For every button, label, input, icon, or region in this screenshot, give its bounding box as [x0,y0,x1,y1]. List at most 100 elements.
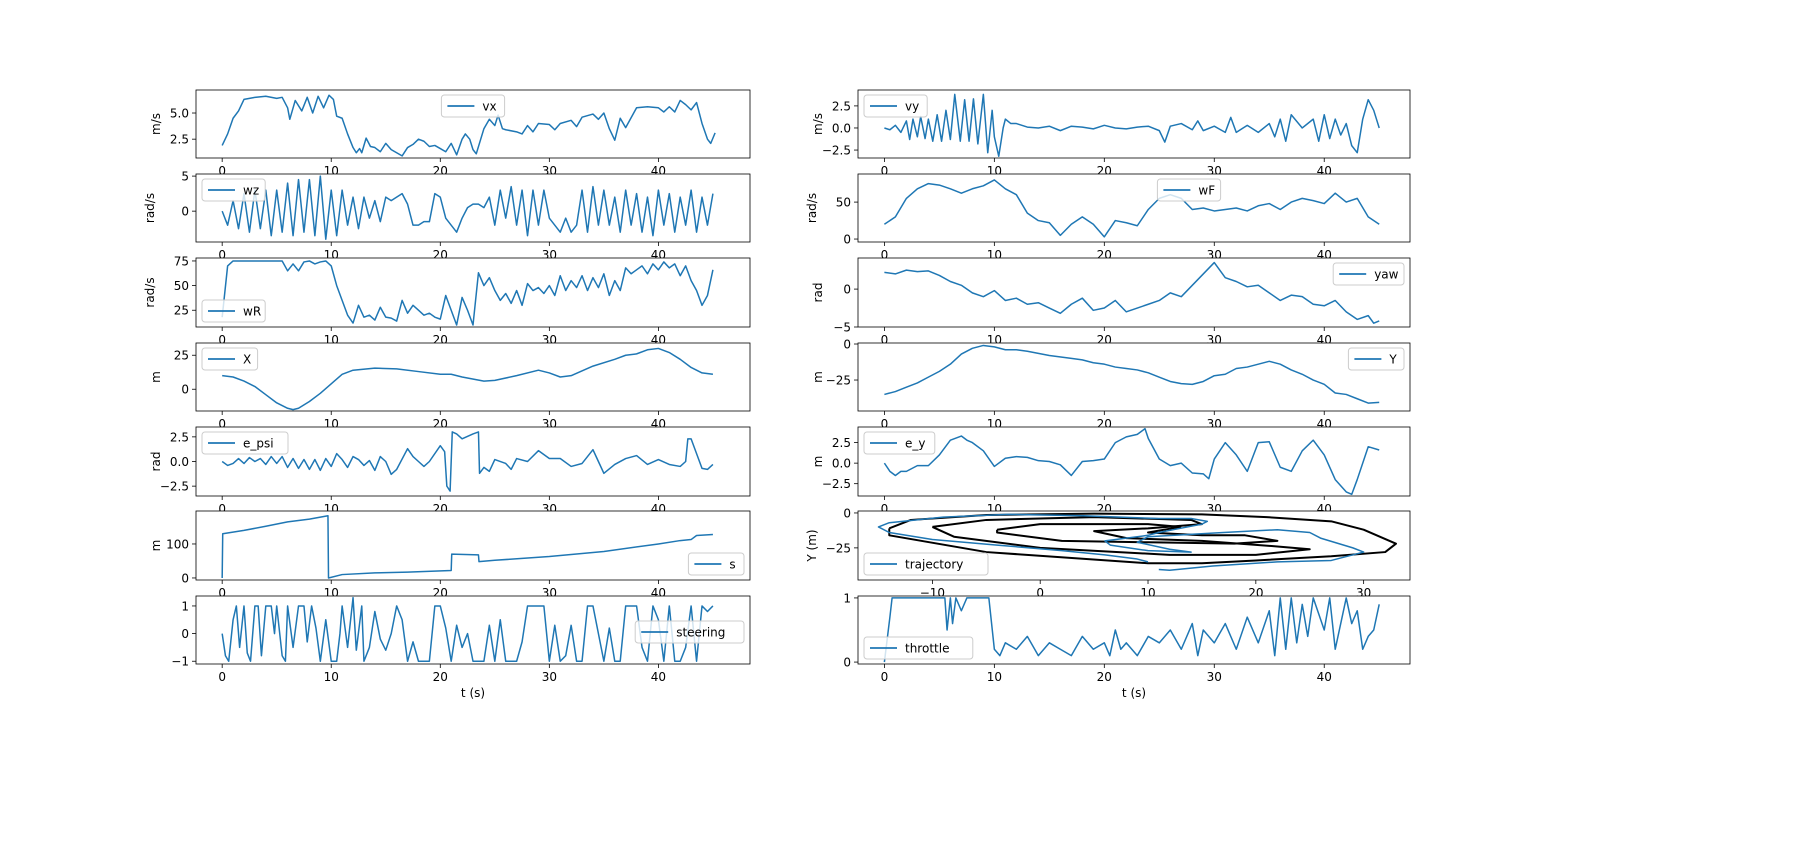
y-tick-label: 1 [843,591,851,605]
x-tick-label: 0 [218,586,226,600]
y-tick-label: 0 [843,656,851,670]
axes-vy: 0 10 20 30 40−2.50.02.5m/svy [811,89,1411,178]
legend-vx: vx [440,94,506,118]
series-line-yaw [884,261,1380,324]
legend-label: e_psi [243,437,274,451]
legend-X: X [201,347,259,371]
y-tick-label: −2.5 [822,477,851,491]
axes-frame [195,342,751,412]
y-tick-label: 0 [181,571,189,585]
y-tick-label: −1 [171,655,189,669]
axes-e_y: 0 10 20 30 40−2.50.02.5me_y [811,426,1411,516]
series-line-steering [221,596,714,662]
x-tick-label: 10 [324,670,339,684]
x-tick-label: 0 [881,502,889,516]
series-line-trajectory [877,513,1365,571]
y-tick-label: 0.0 [170,455,189,469]
y-tick-label: 0 [843,338,851,352]
x-tick-label: 0 [218,417,226,431]
axes-background [858,258,1410,327]
y-tick-label: 0 [843,283,851,297]
axes-frame [857,257,1411,328]
axes-vx: 0 10 20 30 402.55.0m/svx [149,89,751,178]
legend-label: X [243,353,251,367]
axes-frame [195,173,751,243]
x-axis-label: t (s) [461,686,485,700]
x-tick-label: 20 [433,670,448,684]
axes-background [858,343,1410,411]
y-axis-label: rad/s [805,193,819,223]
y-tick-label: 25 [174,304,189,318]
series-line-X [222,347,714,411]
x-axis-label: t (s) [1122,686,1146,700]
y-tick-label: 0.0 [832,457,851,471]
x-tick-label: 0 [218,248,226,262]
axes-background [858,90,1410,158]
y-axis-label: m [811,371,825,383]
y-axis-label: m/s [149,113,163,135]
y-tick-label: 5 [181,170,189,184]
y-tick-label: −5 [833,321,851,335]
y-axis-label: Y (m) [805,529,819,562]
y-axis-label: m [149,540,163,552]
legend-trajectory: trajectory [863,552,989,576]
series-line-vy [884,93,1380,157]
axes-frame [857,89,1411,159]
legend-label: Y [1388,353,1397,367]
track-boundary-line [888,512,1397,565]
axes-frame [857,173,1411,243]
track-boundary-line [996,523,1279,545]
axes-frame [857,595,1411,665]
x-tick-label: 0 [218,502,226,516]
legend-label: steering [676,626,725,640]
x-tick-label: 0 [218,333,226,347]
y-tick-label: 0 [181,383,189,397]
axes-frame [195,510,751,581]
series-line-Y [884,344,1380,404]
legend-label: s [729,558,735,572]
x-tick-label: 20 [1097,670,1112,684]
legend-label: trajectory [905,558,963,572]
y-axis-label: m [811,456,825,468]
y-tick-label: 0 [843,233,851,247]
y-axis-label: rad/s [143,277,157,307]
legend-label: yaw [1374,268,1398,282]
legend-label: wR [243,305,261,319]
axes-frame [857,510,1411,581]
legend-wR: wR [201,299,266,323]
series-line-vx [221,94,716,157]
y-tick-label: −25 [826,541,851,555]
y-tick-label: 0 [843,506,851,520]
y-tick-label: 50 [836,196,851,210]
y-tick-label: 0 [181,205,189,219]
y-tick-label: 5.0 [170,107,189,121]
legend-yaw: yaw [1332,262,1405,286]
y-axis-label: m/s [811,113,825,135]
x-tick-label: 30 [1207,670,1222,684]
x-tick-label: 0 [1036,586,1044,600]
legend-e_psi: e_psi [201,431,289,455]
series-line-e_y [883,427,1380,496]
x-tick-label: 30 [542,670,557,684]
x-tick-label: 0 [881,670,889,684]
legend-wz: wz [201,178,266,202]
y-tick-label: 2.5 [170,430,189,444]
y-tick-label: 100 [166,537,189,551]
x-tick-label: 0 [218,164,226,178]
y-tick-label: 2.5 [832,436,851,450]
axes-frame [857,426,1411,497]
legend-label: vx [482,100,496,114]
legend-s: s [687,552,745,576]
y-axis-label: rad [149,452,163,472]
legend-Y: Y [1347,347,1405,371]
axes-frame [195,89,751,159]
axes-background [196,343,750,411]
